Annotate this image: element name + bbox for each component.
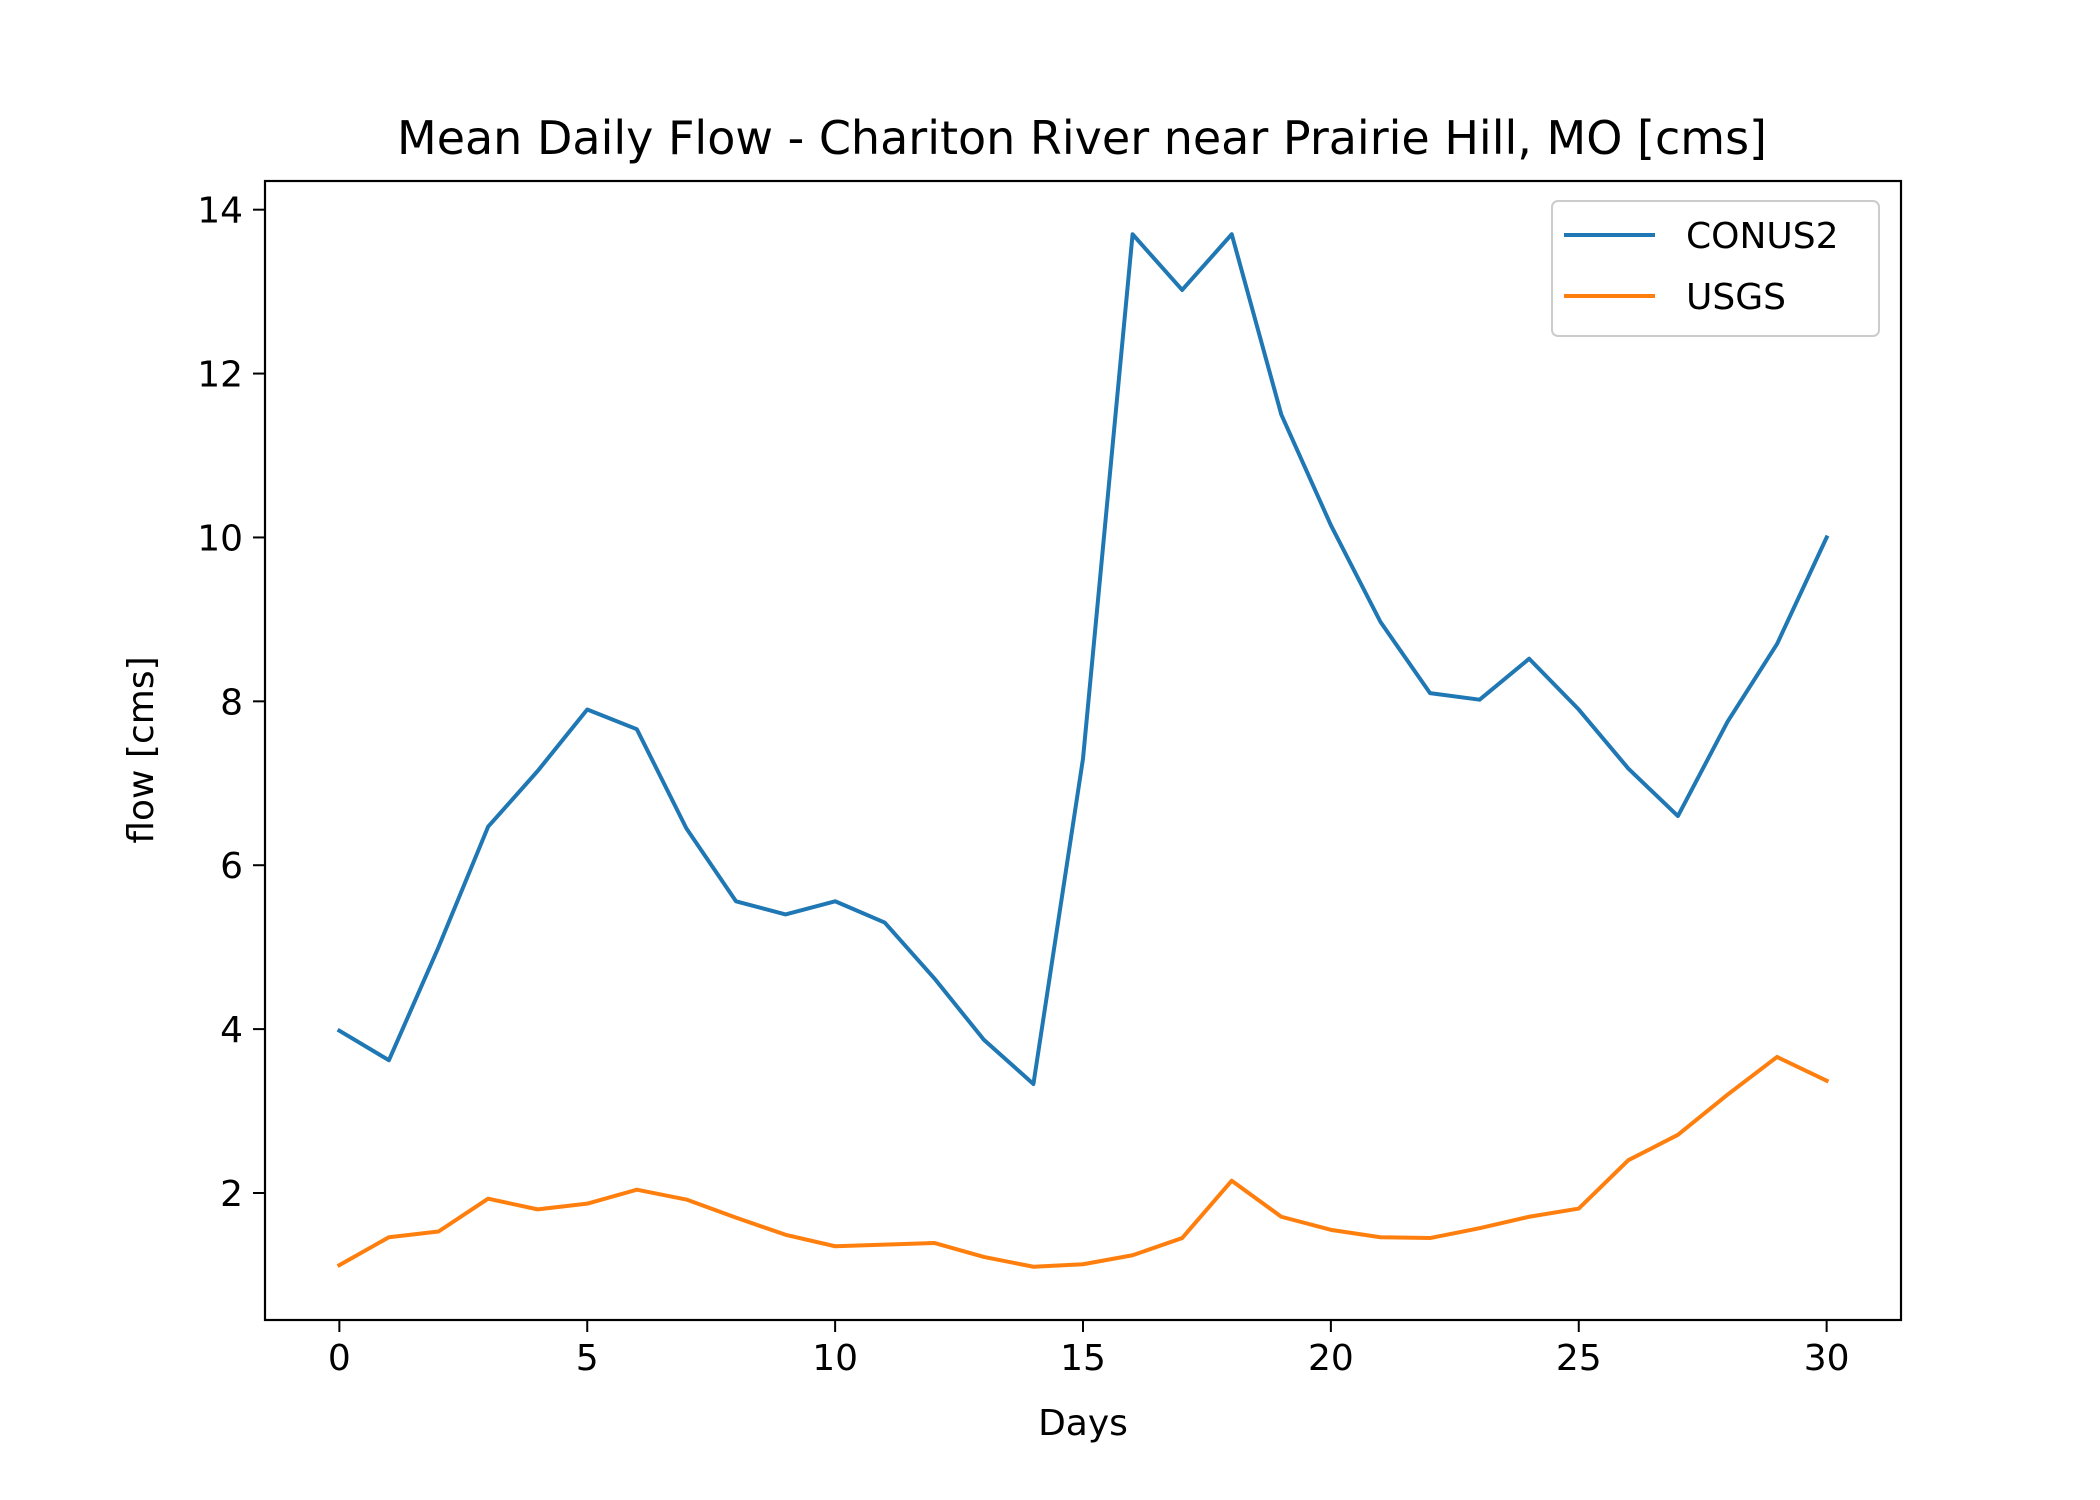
- x-axis-label: Days: [1038, 1403, 1128, 1444]
- y-tick-label: 2: [220, 1174, 243, 1215]
- y-tick-label: 14: [197, 191, 243, 232]
- y-tick-label: 6: [220, 846, 243, 887]
- legend: CONUS2 USGS: [1551, 200, 1880, 337]
- x-tick-label: 10: [812, 1338, 858, 1379]
- legend-label-conus2: CONUS2: [1686, 216, 1839, 257]
- y-tick-label: 10: [197, 518, 243, 559]
- legend-label-usgs: USGS: [1686, 277, 1786, 318]
- y-axis-label: flow [cms]: [121, 656, 162, 843]
- x-tick-label: 20: [1308, 1338, 1354, 1379]
- x-tick-label: 25: [1556, 1338, 1602, 1379]
- series-layer: [336, 232, 1830, 1269]
- y-tick-label: 12: [197, 355, 243, 396]
- x-tick-label: 30: [1804, 1338, 1850, 1379]
- series-line-conus2: [336, 232, 1830, 1087]
- x-tick-label: 0: [328, 1338, 351, 1379]
- chart-title: Mean Daily Flow - Chariton River near Pr…: [397, 111, 1767, 165]
- x-tick-label: 5: [576, 1338, 599, 1379]
- y-tick-label: 8: [220, 682, 243, 723]
- x-tick-label: 15: [1060, 1338, 1106, 1379]
- ticks-layer: 0 5 10 15 20 25 30 2 4 6 8 10 12 14: [197, 191, 1849, 1379]
- y-tick-label: 4: [220, 1010, 243, 1051]
- plot-area-frame: [263, 179, 1903, 1322]
- series-line-usgs: [336, 1054, 1830, 1269]
